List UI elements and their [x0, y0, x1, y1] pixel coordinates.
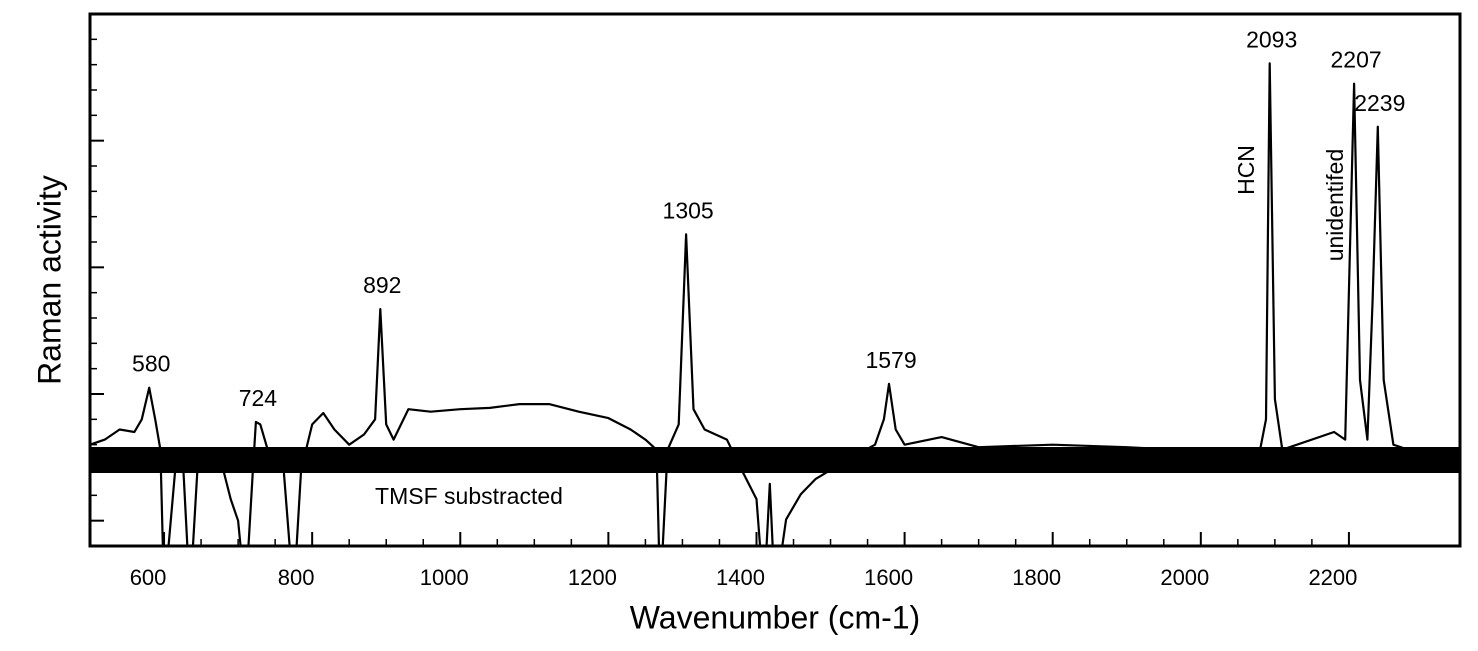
x-tick-label: 1800: [1012, 565, 1061, 590]
plot-frame: [88, 12, 1462, 548]
x-axis-label: Wavenumber (cm-1): [630, 599, 920, 635]
x-tick-label: 2200: [1308, 565, 1357, 590]
annotation: unidentifed: [1322, 149, 1348, 262]
annotation: HCN: [1233, 145, 1259, 195]
peak-label: 2093: [1246, 26, 1297, 52]
peak-label: 580: [132, 351, 170, 377]
x-tick-label: 1200: [568, 565, 617, 590]
peak-label: 2239: [1354, 90, 1405, 116]
x-tick-label: 600: [130, 565, 167, 590]
y-axis-label: Raman activity: [31, 175, 67, 385]
peak-label: 2207: [1331, 47, 1382, 73]
plot-area: [90, 62, 1460, 546]
annotation: TMSF substracted: [375, 483, 563, 509]
peak-label: 1579: [865, 347, 916, 373]
x-tick-label: 1600: [864, 565, 913, 590]
peak-label: 724: [239, 385, 278, 411]
x-tick-label: 1000: [420, 565, 469, 590]
peak-label: 892: [363, 272, 401, 298]
x-tick-label: 1400: [716, 565, 765, 590]
x-tick-label: 800: [278, 565, 315, 590]
x-tick-label: 2000: [1160, 565, 1209, 590]
peak-label: 1305: [663, 197, 714, 223]
spectrum-line: [90, 62, 1460, 546]
